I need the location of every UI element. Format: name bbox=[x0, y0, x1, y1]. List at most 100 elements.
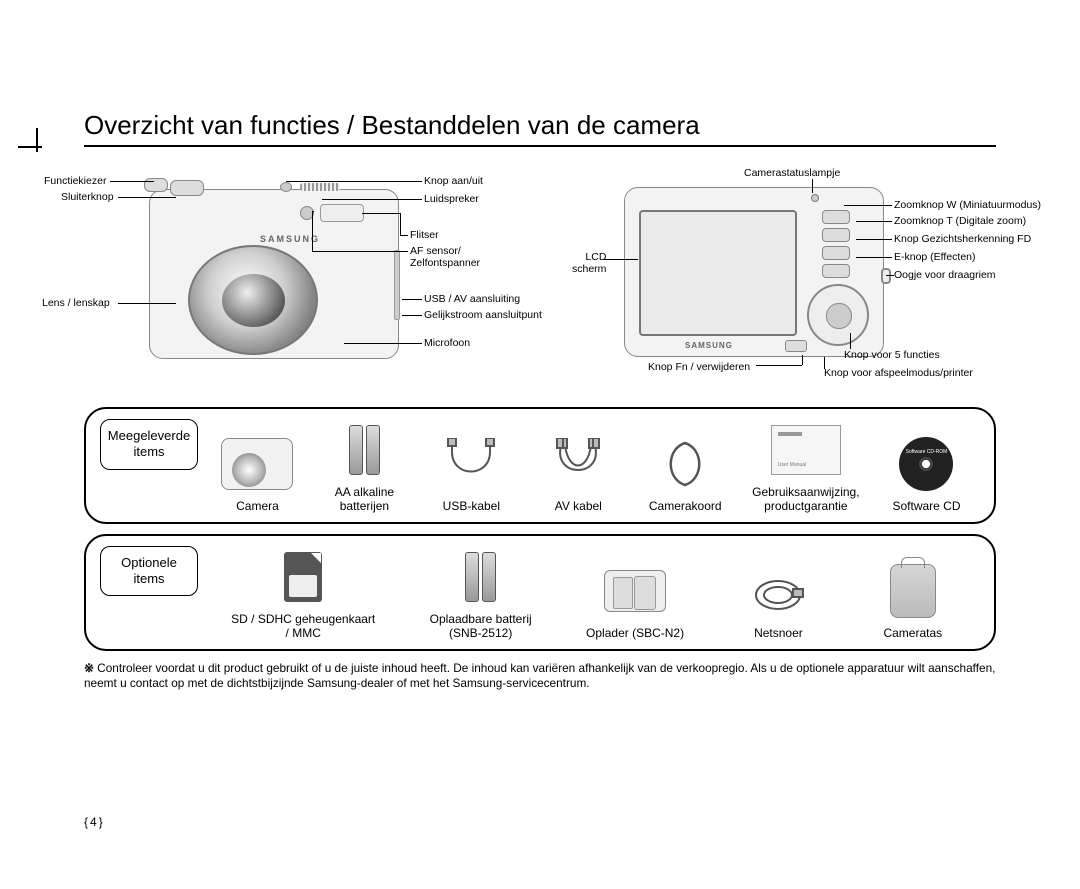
strap-icon bbox=[660, 439, 710, 489]
battery-icon bbox=[349, 425, 380, 475]
page-number: 4 bbox=[84, 815, 103, 829]
label-lcd: LCD scherm bbox=[572, 251, 606, 275]
label-lens: Lens / lenskap bbox=[42, 297, 110, 309]
footnote: ※ Controleer voordat u dit product gebru… bbox=[84, 661, 996, 693]
item-caption: Gebruiksaanwijzing, productgarantie bbox=[752, 485, 859, 514]
camera-case-icon bbox=[890, 564, 936, 618]
leader-line bbox=[850, 333, 851, 349]
item-caption: Camera bbox=[236, 499, 279, 513]
item-caption: AV kabel bbox=[555, 499, 602, 513]
item-sd: SD / SDHC geheugenkaart / MMC bbox=[231, 546, 375, 641]
page-title: Overzicht van functies / Bestanddelen va… bbox=[84, 110, 996, 147]
leader-line bbox=[402, 315, 422, 316]
camera-diagrams: SAMSUNG Functiekiezer Sluiterknop Lens /… bbox=[84, 161, 996, 401]
flash-icon bbox=[320, 204, 364, 222]
leader-line bbox=[812, 179, 813, 193]
item-caption: Software CD bbox=[892, 499, 960, 513]
cd-icon bbox=[899, 437, 953, 491]
status-led-icon bbox=[811, 194, 819, 202]
leader-line bbox=[886, 275, 894, 276]
leader-line bbox=[312, 251, 408, 252]
leader-line bbox=[844, 205, 892, 206]
leader-line bbox=[322, 199, 422, 200]
item-camera: Camera bbox=[217, 433, 297, 513]
label-sluiterknop: Sluiterknop bbox=[61, 191, 114, 203]
label-e: E-knop (Effecten) bbox=[894, 251, 976, 263]
fn-button-icon bbox=[785, 340, 807, 352]
note-marker: ※ bbox=[84, 661, 94, 675]
note-text: Controleer voordat u dit product gebruik… bbox=[84, 661, 995, 691]
charger-icon bbox=[604, 570, 666, 612]
item-caption: Netsnoer bbox=[754, 626, 803, 640]
item-caption: Camerakoord bbox=[649, 499, 722, 513]
manual-icon bbox=[771, 425, 841, 475]
item-caption: Oplader (SBC-N2) bbox=[586, 626, 684, 640]
leader-line bbox=[344, 343, 422, 344]
leader-line bbox=[118, 303, 176, 304]
camera-front-view: SAMSUNG bbox=[149, 189, 399, 359]
leader-line bbox=[604, 259, 638, 260]
ports-icon bbox=[394, 250, 400, 320]
label-play: Knop voor afspeelmodus/printer bbox=[824, 367, 973, 379]
battery-icon bbox=[465, 552, 496, 602]
item-caption: USB-kabel bbox=[443, 499, 500, 513]
leader-line bbox=[286, 181, 422, 182]
leader-line bbox=[400, 235, 408, 236]
label-usb: USB / AV aansluiting bbox=[424, 293, 520, 305]
label-flitser: Flitser bbox=[410, 229, 439, 241]
leader-line bbox=[856, 257, 892, 258]
leader-line bbox=[110, 181, 154, 182]
label-fn: Knop Fn / verwijderen bbox=[648, 361, 750, 373]
included-tag: Meegeleverde items bbox=[100, 419, 198, 470]
leader-line bbox=[824, 357, 825, 369]
speaker-icon bbox=[300, 183, 340, 191]
item-strap: Camerakoord bbox=[645, 433, 725, 513]
item-case: Cameratas bbox=[873, 560, 953, 640]
brand-label: SAMSUNG bbox=[260, 234, 320, 244]
label-five: Knop voor 5 functies bbox=[844, 349, 940, 361]
leader-line bbox=[802, 355, 803, 365]
strap-eyelet-icon bbox=[881, 268, 891, 284]
included-items-box: Meegeleverde items Camera AA alkaline ba… bbox=[84, 407, 996, 524]
usb-cable-icon bbox=[442, 438, 500, 490]
leader-line bbox=[400, 213, 401, 235]
item-cord: Netsnoer bbox=[738, 560, 818, 640]
label-status: Camerastatuslampje bbox=[744, 167, 840, 179]
optional-items-box: Optionele items SD / SDHC geheugenkaart … bbox=[84, 534, 996, 651]
camera-icon bbox=[221, 438, 293, 490]
item-caption: Cameratas bbox=[883, 626, 942, 640]
label-functiekiezer: Functiekiezer bbox=[44, 175, 106, 187]
label-dc: Gelijkstroom aansluitpunt bbox=[424, 309, 542, 321]
dpad-icon bbox=[807, 284, 869, 346]
sd-card-icon bbox=[284, 552, 322, 602]
optional-tag: Optionele items bbox=[100, 546, 198, 597]
item-rechargeable: Oplaadbare batterij (SNB-2512) bbox=[430, 546, 532, 641]
leader-line bbox=[312, 211, 313, 251]
lens-icon bbox=[188, 245, 318, 355]
label-mic: Microfoon bbox=[424, 337, 470, 349]
label-luidspreker: Luidspreker bbox=[424, 193, 479, 205]
item-cd: Software CD bbox=[886, 433, 966, 513]
brand-label: SAMSUNG bbox=[685, 341, 733, 350]
power-button-icon bbox=[280, 182, 292, 192]
label-af: AF sensor/ Zelfontspanner bbox=[410, 245, 480, 269]
shutter-button-icon bbox=[170, 180, 204, 196]
crop-mark bbox=[18, 128, 58, 168]
item-charger: Oplader (SBC-N2) bbox=[586, 560, 684, 640]
item-caption: SD / SDHC geheugenkaart / MMC bbox=[231, 612, 375, 641]
item-usb-cable: USB-kabel bbox=[431, 433, 511, 513]
leader-line bbox=[856, 239, 892, 240]
power-cord-icon bbox=[749, 565, 807, 617]
camera-back-view: SAMSUNG bbox=[624, 187, 884, 357]
leader-line bbox=[118, 197, 176, 198]
label-aanuit: Knop aan/uit bbox=[424, 175, 483, 187]
leader-line bbox=[402, 299, 422, 300]
leader-line bbox=[362, 213, 400, 214]
av-cable-icon bbox=[549, 438, 607, 490]
item-av-cable: AV kabel bbox=[538, 433, 618, 513]
label-zoomw: Zoomknop W (Miniatuurmodus) bbox=[894, 199, 1041, 211]
item-batteries: AA alkaline batterijen bbox=[324, 419, 404, 514]
leader-line bbox=[756, 365, 802, 366]
leader-line bbox=[856, 221, 892, 222]
item-manual: Gebruiksaanwijzing, productgarantie bbox=[752, 419, 859, 514]
